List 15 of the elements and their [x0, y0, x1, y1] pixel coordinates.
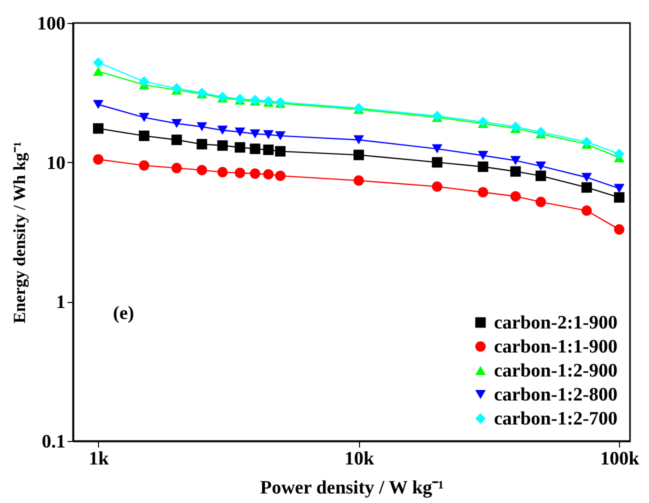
y-axis-title: Energy density / Wh kg⁻¹ [10, 142, 29, 324]
y-tick-label: 0.1 [42, 432, 66, 452]
legend-label: carbon-1:2-900 [494, 360, 618, 382]
legend-label: carbon-1:1-900 [494, 336, 618, 358]
y-tick-label: 100 [37, 14, 66, 34]
x-tick-label: 100k [600, 448, 640, 470]
legend-label: carbon-1:2-700 [494, 408, 618, 430]
legend-label: carbon-1:2-800 [494, 384, 618, 406]
legend-label: carbon-2:1-900 [494, 312, 618, 334]
x-tick-label: 1k [88, 448, 110, 470]
y-tick-label: 10 [46, 152, 66, 174]
x-tick-label: 10k [344, 448, 374, 470]
x-axis-title: Power density / W kg⁻¹ [260, 478, 444, 498]
y-tick-label: 1 [56, 292, 66, 314]
annotation: (e) [113, 303, 134, 324]
